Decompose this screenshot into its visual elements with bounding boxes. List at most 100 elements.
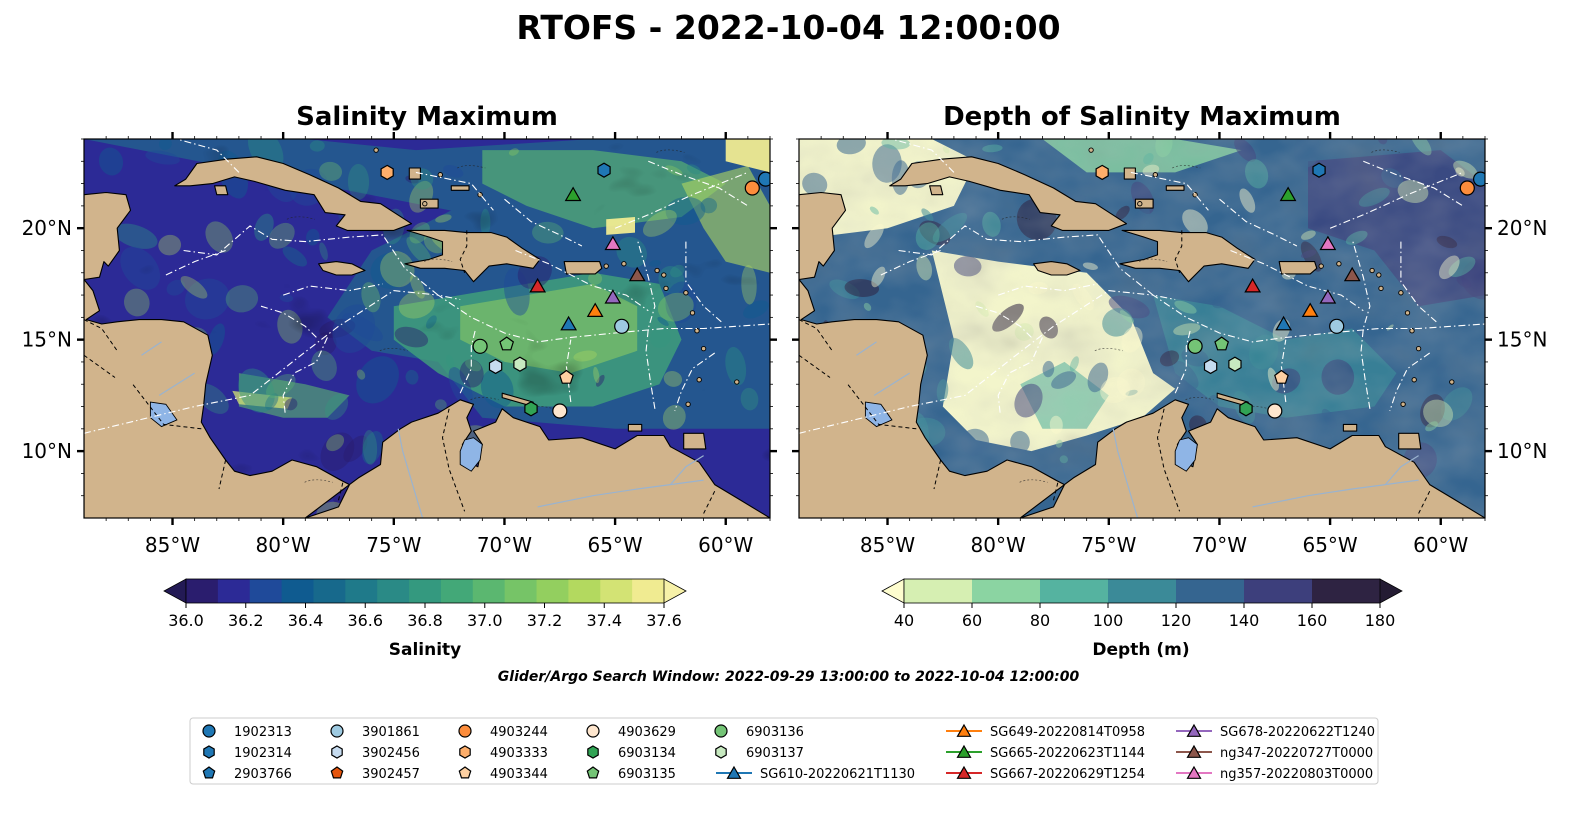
colorbar-under-arrow: [163, 578, 187, 604]
land-small-island: [1318, 263, 1324, 269]
legend-item: SG667-20220629T1254: [946, 765, 1145, 782]
river-line: [669, 455, 704, 485]
legend-marker-6903135: [586, 766, 600, 779]
legend-item: SG665-20220623T1144: [946, 744, 1145, 761]
eez-boundary: [636, 239, 656, 409]
land-small-island: [1080, 132, 1084, 136]
land-acklins: [408, 167, 421, 180]
marker-ng347-20220727T0000: [628, 266, 646, 282]
river-line: [1384, 455, 1419, 485]
legend-marker-SG665-20220623T1144: [956, 744, 972, 758]
land-margarita: [627, 423, 643, 432]
bathymetry-contour: [304, 479, 333, 483]
land-layer: [84, 132, 770, 518]
land-isla-juventud: [214, 185, 229, 196]
eez-boundary: [1389, 352, 1431, 412]
colorbar-swatch: [1040, 579, 1109, 603]
colorbar-swatch: [904, 579, 973, 603]
colorbar-tick-label: 36.8: [407, 611, 443, 630]
land-south-america: [1019, 399, 1485, 518]
left-map-frame: [83, 138, 771, 519]
eez-boundary: [1280, 339, 1287, 403]
eez-boundary: [1351, 239, 1371, 409]
eez-boundary: [898, 225, 1176, 301]
land-trinidad: [1398, 432, 1422, 450]
legend-label: 6903137: [746, 746, 804, 761]
legend-label: ng347-20220727T0000: [1220, 746, 1373, 761]
land-cuba: [889, 156, 1128, 231]
marker-4903333: [1095, 164, 1109, 181]
legend-label: 1902314: [234, 746, 292, 761]
marker-3902456: [1203, 358, 1218, 375]
legend-label: SG649-20220814T0958: [990, 725, 1145, 740]
legend-marker-1902313: [202, 724, 216, 738]
river-line: [856, 341, 877, 356]
marker-4903344: [559, 369, 574, 384]
colorbar-tick-label: 160: [1297, 611, 1328, 630]
river-line: [537, 479, 704, 508]
bathymetry-contour: [286, 216, 315, 220]
colorbar-swatch: [472, 579, 506, 603]
land-layer: [799, 132, 1485, 518]
legend-label: 3902457: [362, 767, 420, 782]
country-border: [847, 383, 917, 430]
bathymetry-contour: [1019, 479, 1048, 483]
eez-boundary: [504, 198, 583, 247]
colorbar-swatch: [281, 579, 314, 603]
country-border: [441, 408, 466, 512]
eez-boundary: [1400, 241, 1437, 323]
colorbar-tick-label: 37.0: [467, 611, 503, 630]
land-small-island: [365, 132, 369, 136]
legend-marker-3902457: [330, 766, 344, 779]
eez-boundary: [614, 171, 749, 229]
colorbar-swatch: [249, 579, 283, 603]
colorbar-tick-label: 80: [1030, 611, 1050, 630]
marker-1902314: [1312, 162, 1326, 178]
marker-6903134: [524, 401, 538, 417]
land-small-island: [734, 379, 740, 385]
legend-label: 3902456: [362, 746, 420, 761]
eez-boundary: [880, 249, 941, 276]
legend-frame: [189, 717, 1379, 785]
marker-4903344: [1274, 369, 1289, 384]
land-small-island: [1398, 290, 1404, 296]
colorbar-tick-label: 120: [1161, 611, 1192, 630]
colorbar-swatch: [536, 579, 569, 603]
colorbar-tick-label: 36.2: [228, 611, 264, 630]
land-south-america: [304, 399, 770, 518]
land-small-island: [1415, 345, 1422, 352]
lon-tick-label: 60°W: [698, 533, 753, 557]
marker-SG610-20220621T1130: [560, 315, 578, 331]
eez-boundary: [648, 160, 749, 207]
colorbar-tick-label: 60: [962, 611, 982, 630]
colorbar-under-arrow: [881, 578, 905, 604]
marker-4903629: [552, 403, 568, 419]
colorbar-tick-label: 140: [1229, 611, 1260, 630]
lon-tick-label: 70°W: [1192, 533, 1247, 557]
legend-marker-6903137: [715, 745, 727, 759]
land-small-island: [1378, 285, 1384, 292]
marker-6903136: [1187, 338, 1203, 354]
country-border: [799, 319, 833, 352]
colorbar-over-arrow: [663, 578, 687, 604]
country-border: [1156, 408, 1181, 512]
eez-boundary: [459, 328, 477, 394]
river-line: [141, 341, 162, 356]
lake-maracaibo: [1174, 437, 1198, 472]
river-line: [1112, 428, 1139, 518]
eez-boundary: [997, 337, 1043, 416]
colorbar-tick-label: 36.4: [288, 611, 324, 630]
lat-tick-label: 20°N: [22, 216, 72, 240]
colorbar-swatch: [972, 579, 1041, 603]
land-small-island: [685, 401, 691, 407]
land-puerto-rico: [1278, 261, 1318, 275]
land-small-island: [1409, 328, 1415, 334]
land-margarita: [1342, 423, 1358, 432]
colorbar-tick-label: 40: [894, 611, 914, 630]
lake-nicaragua: [149, 401, 178, 428]
eez-boundary: [183, 225, 461, 301]
salinity-colorbar: 36.0 36.2 36.4 36.6 36.8 37.0 37.2 37.4 37.6: [163, 578, 687, 630]
land-small-island: [1369, 267, 1375, 274]
river-line: [158, 372, 195, 396]
